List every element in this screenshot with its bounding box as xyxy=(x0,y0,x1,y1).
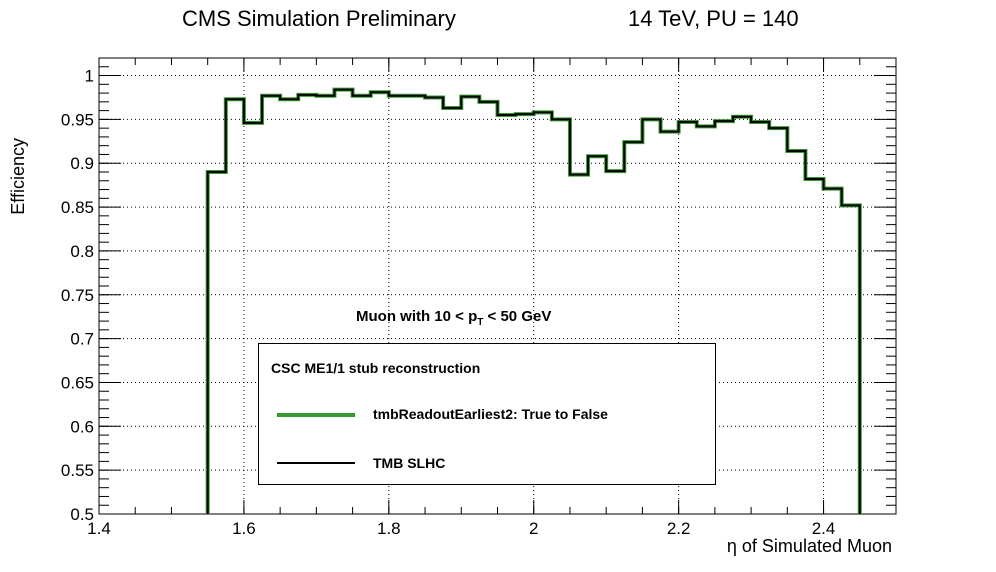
x-tick-label: 2.4 xyxy=(812,519,836,538)
legend-swatch-green xyxy=(277,413,355,417)
series-lines xyxy=(205,87,862,514)
y-tick-label: 0.6 xyxy=(70,417,94,436)
y-axis-label: Efficiency xyxy=(8,138,28,215)
tick-labels: 1.4 1.6 1.8 2 2.2 2.4 0.5 0.55 0.6 0.65 0.7 0.75 0.8… xyxy=(61,67,835,538)
header-left: CMS Simulation Preliminary xyxy=(182,6,456,31)
axis-ticks xyxy=(98,57,897,515)
pt-range-annotation: Muon with 10 < pT < 50 GeV xyxy=(356,308,552,328)
y-tick-label: 0.5 xyxy=(70,505,94,524)
x-tick-label: 1.6 xyxy=(232,519,256,538)
y-tick-label: 0.85 xyxy=(61,198,94,217)
legend-entry-tmb-slhc: TMB SLHC xyxy=(373,455,446,471)
y-tick-label: 0.55 xyxy=(61,461,94,480)
y-tick-label: 0.95 xyxy=(61,110,94,129)
legend-entry-tmbreadout: tmbReadoutEarliest2: True to False xyxy=(373,406,608,422)
x-tick-label: 1.8 xyxy=(377,519,401,538)
series-line-tmb-slhc xyxy=(206,88,861,514)
header-right: 14 TeV, PU = 140 xyxy=(628,6,799,31)
y-tick-label: 1 xyxy=(85,67,94,86)
x-tick-label: 1.4 xyxy=(87,519,111,538)
x-axis-label: η of Simulated Muon xyxy=(726,536,892,556)
y-tick-label: 0.75 xyxy=(61,286,94,305)
y-tick-label: 0.9 xyxy=(70,154,94,173)
legend: CSC ME1/1 stub reconstruction tmbReadout… xyxy=(258,343,716,485)
x-tick-label: 2 xyxy=(529,519,538,538)
legend-title: CSC ME1/1 stub reconstruction xyxy=(271,360,481,376)
x-tick-label: 2.2 xyxy=(667,519,691,538)
y-tick-label: 0.65 xyxy=(61,373,94,392)
legend-swatch-black xyxy=(277,462,355,464)
y-tick-label: 0.7 xyxy=(70,330,94,349)
y-tick-label: 0.8 xyxy=(70,242,94,261)
